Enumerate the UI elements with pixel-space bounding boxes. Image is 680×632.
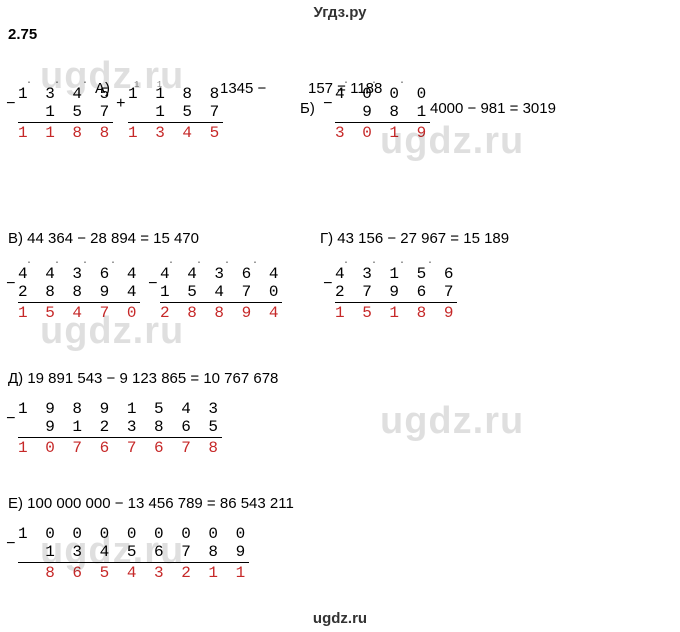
eq-d: Д) 19 891 543 − 9 123 865 = 10 767 678 xyxy=(8,370,278,387)
header-site: Угдз.ру xyxy=(0,4,680,21)
calc-v1: − · · · · 4 4 3 6 4 2 8 8 9 4 1 5 4 7 0 xyxy=(18,265,140,322)
minus-icon: − xyxy=(323,275,337,293)
footer-site: ugdz.ru xyxy=(0,610,680,627)
eq-v: В) 44 364 − 28 894 = 15 470 xyxy=(8,230,199,247)
watermark: ugdz.ru xyxy=(380,400,524,443)
minus-icon: − xyxy=(6,410,20,428)
minus-icon: − xyxy=(6,95,20,113)
plus-icon: + xyxy=(116,95,130,113)
eq-e: Е) 100 000 000 − 13 456 789 = 86 543 211 xyxy=(8,495,294,512)
calc-d: − 1 9 8 9 1 5 4 3 9 1 2 3 8 6 5 1 0 7 6 … xyxy=(18,400,222,457)
minus-icon: − xyxy=(148,275,162,293)
eq-g: Г) 43 156 − 27 967 = 15 189 xyxy=(320,230,509,247)
eq-b: 4000 − 981 = 3019 xyxy=(430,100,556,117)
calc-e: − 1 0 0 0 0 0 0 0 0 1 3 4 5 6 7 8 9 8 6 … xyxy=(18,525,249,582)
calc-v2: − · · · · 4 4 3 6 4 1 5 4 7 0 2 8 8 9 4 xyxy=(160,265,282,322)
problem-number: 2.75 xyxy=(8,26,37,43)
calc-a-add: + 1 1 1 1 8 8 1 5 7 1 3 4 5 xyxy=(128,85,223,142)
minus-icon: − xyxy=(6,535,20,553)
calc-g: − · · · · 4 3 1 5 6 2 7 9 6 7 1 5 1 8 9 xyxy=(335,265,457,322)
minus-icon: − xyxy=(323,95,337,113)
minus-icon: − xyxy=(6,275,20,293)
label-b: Б) xyxy=(300,100,315,117)
calc-a-sub: − · · · 1 3 4 5 1 5 7 1 1 8 8 xyxy=(18,85,113,142)
calc-b: − · · · 4 0 0 0 9 8 1 3 0 1 9 xyxy=(335,85,430,142)
